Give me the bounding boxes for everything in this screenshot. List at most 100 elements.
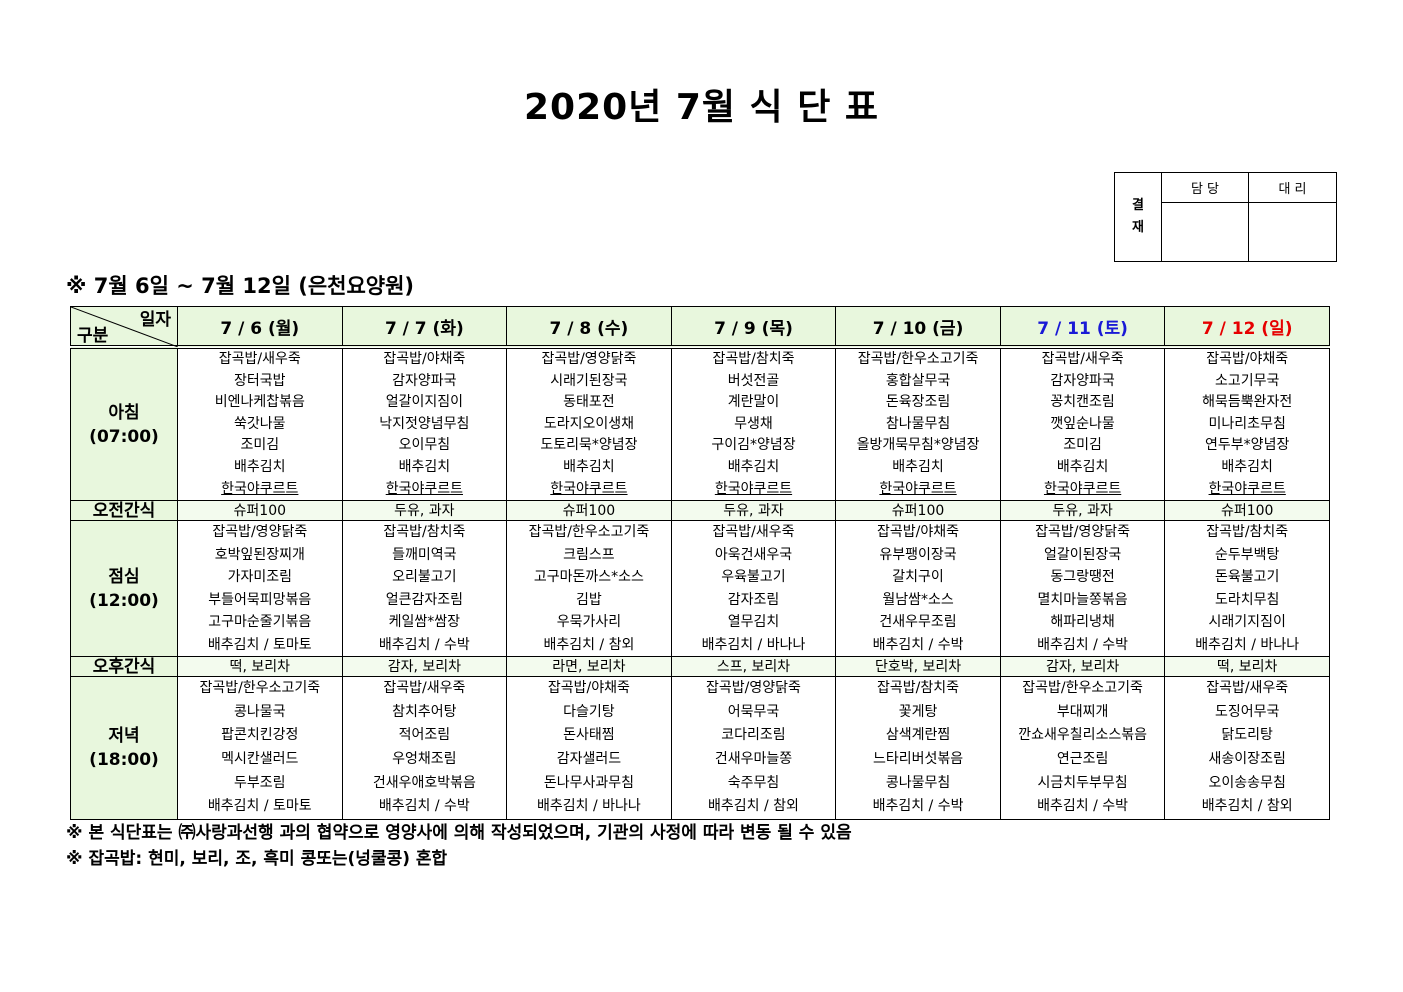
menu-item: 배추김치 / 수박 xyxy=(378,798,470,815)
menu-item: 배추김치 xyxy=(1221,458,1273,475)
menu-cell: 잡곡밥/참치죽 순두부백탕 돈육불고기 도라치무침 시래기지짐이 배추김치 / 바나나 xyxy=(1164,520,1330,658)
snack-cell: 떡, 보리차 xyxy=(1164,656,1330,678)
snack-row-afternoon_snack: 오후간식 떡, 보리차 감자, 보리차 라면, 보리차 스프, 보리차 단호박, 보리차 감… xyxy=(70,656,1330,678)
menu-cell: 잡곡밥/야채죽 소고기무국 해묵듬뿍완자전 미나리초무침 연두부*양념장 배추김치 한국야쿠… xyxy=(1164,346,1330,502)
menu-item: 홍합살무국 xyxy=(885,372,951,389)
menu-item: 건새우무조림 xyxy=(879,614,957,631)
menu-cell: 잡곡밥/참치죽 버섯전골 계란말이 무생채 구이김*양념장 배추김치 한국야쿠르트 xyxy=(670,346,837,502)
menu-item: 배추김치 / 토마토 xyxy=(207,798,312,815)
menu-item: 도라지오이생채 xyxy=(543,415,634,432)
snack-cell: 슈퍼100 xyxy=(1164,500,1330,522)
menu-item: 돈나무사과무침 xyxy=(543,774,634,791)
corner-header: 일자 구분 xyxy=(70,306,178,349)
menu-item: 아욱건새우국 xyxy=(714,546,793,563)
menu-item: 돈사태찜 xyxy=(563,727,615,744)
menu-cell: 잡곡밥/참치죽 들깨미역국 오리불고기 얼큰감자조림 케일쌈*쌈장 배추김치 / 수박 xyxy=(341,520,508,658)
menu-cell: 잡곡밥/영양닭죽 호박잎된장찌개 가자미조림 부들어묵피망볶음 고구마순줄기볶음 배추김치… xyxy=(177,520,343,658)
menu-item: 새송이장조림 xyxy=(1208,750,1286,767)
menu-item: 깐쇼새우칠리소스볶음 xyxy=(1018,727,1147,744)
snack-cell: 라면, 보리차 xyxy=(506,656,672,678)
menu-item: 도징어무국 xyxy=(1214,703,1280,720)
menu-item: 배추김치 / 수박 xyxy=(872,636,964,653)
menu-item: 구이김*양념장 xyxy=(711,437,796,454)
menu-item: 한국야쿠르트 xyxy=(385,480,463,497)
menu-item: 배추김치 xyxy=(234,458,286,475)
menu-item: 잡곡밥/참치죽 xyxy=(712,351,795,367)
approval-deputy-sign[interactable] xyxy=(1248,202,1337,262)
approval-label: 결 재 xyxy=(1114,172,1162,262)
menu-item: 조미김 xyxy=(240,437,280,454)
menu-item: 감자조림 xyxy=(727,591,780,608)
menu-item: 참나물무침 xyxy=(885,415,951,432)
meal-time: (07:00) xyxy=(89,426,159,447)
approval-manager-sign[interactable] xyxy=(1161,202,1249,262)
snack-cell: 두유, 과자 xyxy=(341,500,508,522)
menu-item: 케일쌈*쌈장 xyxy=(388,614,461,631)
meal-time: (12:00) xyxy=(89,590,159,611)
menu-item: 돈육장조림 xyxy=(885,394,951,411)
menu-item: 잡곡밥/야채죽 xyxy=(1206,351,1289,367)
corner-category-label: 구분 xyxy=(77,326,109,346)
snack-row-morning_snack: 오전간식 슈퍼100 두유, 과자 슈퍼100 두유, 과자 슈퍼100 두유, 과자 슈퍼1… xyxy=(70,500,1330,522)
menu-item: 조미김 xyxy=(1063,437,1102,454)
menu-item: 멕시칸샐러드 xyxy=(221,750,299,767)
menu-item: 배추김치 xyxy=(1056,458,1109,475)
menu-item: 고구마돈까스*소스 xyxy=(533,569,644,586)
menu-item: 배추김치 xyxy=(727,458,780,475)
menu-item: 우엉채조림 xyxy=(392,750,457,767)
menu-item: 배추김치 xyxy=(398,458,451,475)
menu-item: 오리불고기 xyxy=(392,569,457,586)
menu-cell: 잡곡밥/참치죽 꽃게탕 삼색계란찜 느타리버섯볶음 콩나물무침 배추김치 / 수박 xyxy=(835,676,1001,820)
menu-item: 올방개묵무침*양념장 xyxy=(856,437,980,454)
approval-box: 결 재 담 당 대 리 xyxy=(1114,172,1337,262)
snack-cell: 슈퍼100 xyxy=(177,500,343,522)
approval-label-line: 결 xyxy=(1132,198,1144,213)
menu-item: 우묵가사리 xyxy=(556,614,622,631)
meal-time: (18:00) xyxy=(89,749,159,770)
menu-item: 배추김치 / 수박 xyxy=(872,798,964,815)
menu-item: 배추김치 xyxy=(563,458,615,475)
menu-item: 시금치두부무침 xyxy=(1037,774,1128,791)
menu-item: 한국야쿠르트 xyxy=(221,480,299,497)
snack-cell: 단호박, 보리차 xyxy=(835,656,1001,678)
menu-item: 연두부*양념장 xyxy=(1205,437,1290,454)
meal-label: 아침 xyxy=(108,402,140,423)
menu-item: 순두부백탕 xyxy=(1214,546,1280,563)
day-header: 7 / 8 (수) xyxy=(506,306,672,349)
menu-item: 호박잎된장찌개 xyxy=(214,546,305,563)
snack-cell: 두유, 과자 xyxy=(670,500,837,522)
menu-item: 유부팽이장국 xyxy=(879,546,957,563)
menu-item: 꽃게탕 xyxy=(898,703,938,720)
menu-item: 코다리조림 xyxy=(721,727,786,744)
menu-item: 부대찌개 xyxy=(1056,703,1109,720)
snack-category: 오후간식 xyxy=(70,656,178,678)
menu-item: 시래기지짐이 xyxy=(1208,614,1286,631)
snack-cell: 감자, 보리차 xyxy=(999,656,1166,678)
menu-item: 잡곡밥/영양닭죽 xyxy=(212,524,308,541)
day-header: 7 / 7 (화) xyxy=(341,306,508,349)
menu-item: 잡곡밥/한우소고기죽 xyxy=(199,680,321,697)
menu-item: 쑥갓나물 xyxy=(234,415,286,432)
menu-item: 콩나물무침 xyxy=(885,774,951,791)
menu-item: 배추김치 / 수박 xyxy=(1037,798,1129,815)
menu-cell: 잡곡밥/영양닭죽 얼갈이된장국 동그랑땡전 멸치마늘쫑볶음 해파리냉채 배추김치 / 수박 xyxy=(999,520,1166,658)
menu-item: 잡곡밥/새우죽 xyxy=(1206,680,1289,697)
menu-cell: 잡곡밥/한우소고기죽 홍합살무국 돈육장조림 참나물무침 올방개묵무침*양념장 배추김치 한… xyxy=(835,346,1001,502)
menu-item: 잡곡밥/참치죽 xyxy=(1206,524,1289,541)
menu-item: 한국야쿠르트 xyxy=(550,480,628,497)
menu-item: 해묵듬뿍완자전 xyxy=(1202,394,1293,411)
menu-item: 잡곡밥/영양닭죽 xyxy=(541,351,637,367)
menu-item: 동그랑땡전 xyxy=(1050,569,1115,586)
menu-item: 건새우마늘쫑 xyxy=(714,750,793,767)
menu-item: 다슬기탕 xyxy=(563,703,615,720)
menu-item: 가자미조림 xyxy=(227,569,292,586)
approval-manager-header: 담 당 xyxy=(1161,172,1249,203)
menu-item: 깻잎순나물 xyxy=(1050,415,1115,432)
menu-item: 무생채 xyxy=(734,415,773,432)
menu-item: 두부조림 xyxy=(234,774,286,791)
menu-item: 얼큰감자조림 xyxy=(385,591,463,608)
menu-item: 배추김치 / 참외 xyxy=(543,636,635,653)
menu-item: 도라치무침 xyxy=(1214,591,1280,608)
menu-item: 계란말이 xyxy=(727,394,780,411)
menu-cell: 잡곡밥/새우죽 아욱건새우국 우육불고기 감자조림 열무김치 배추김치 / 바나나 xyxy=(670,520,837,658)
